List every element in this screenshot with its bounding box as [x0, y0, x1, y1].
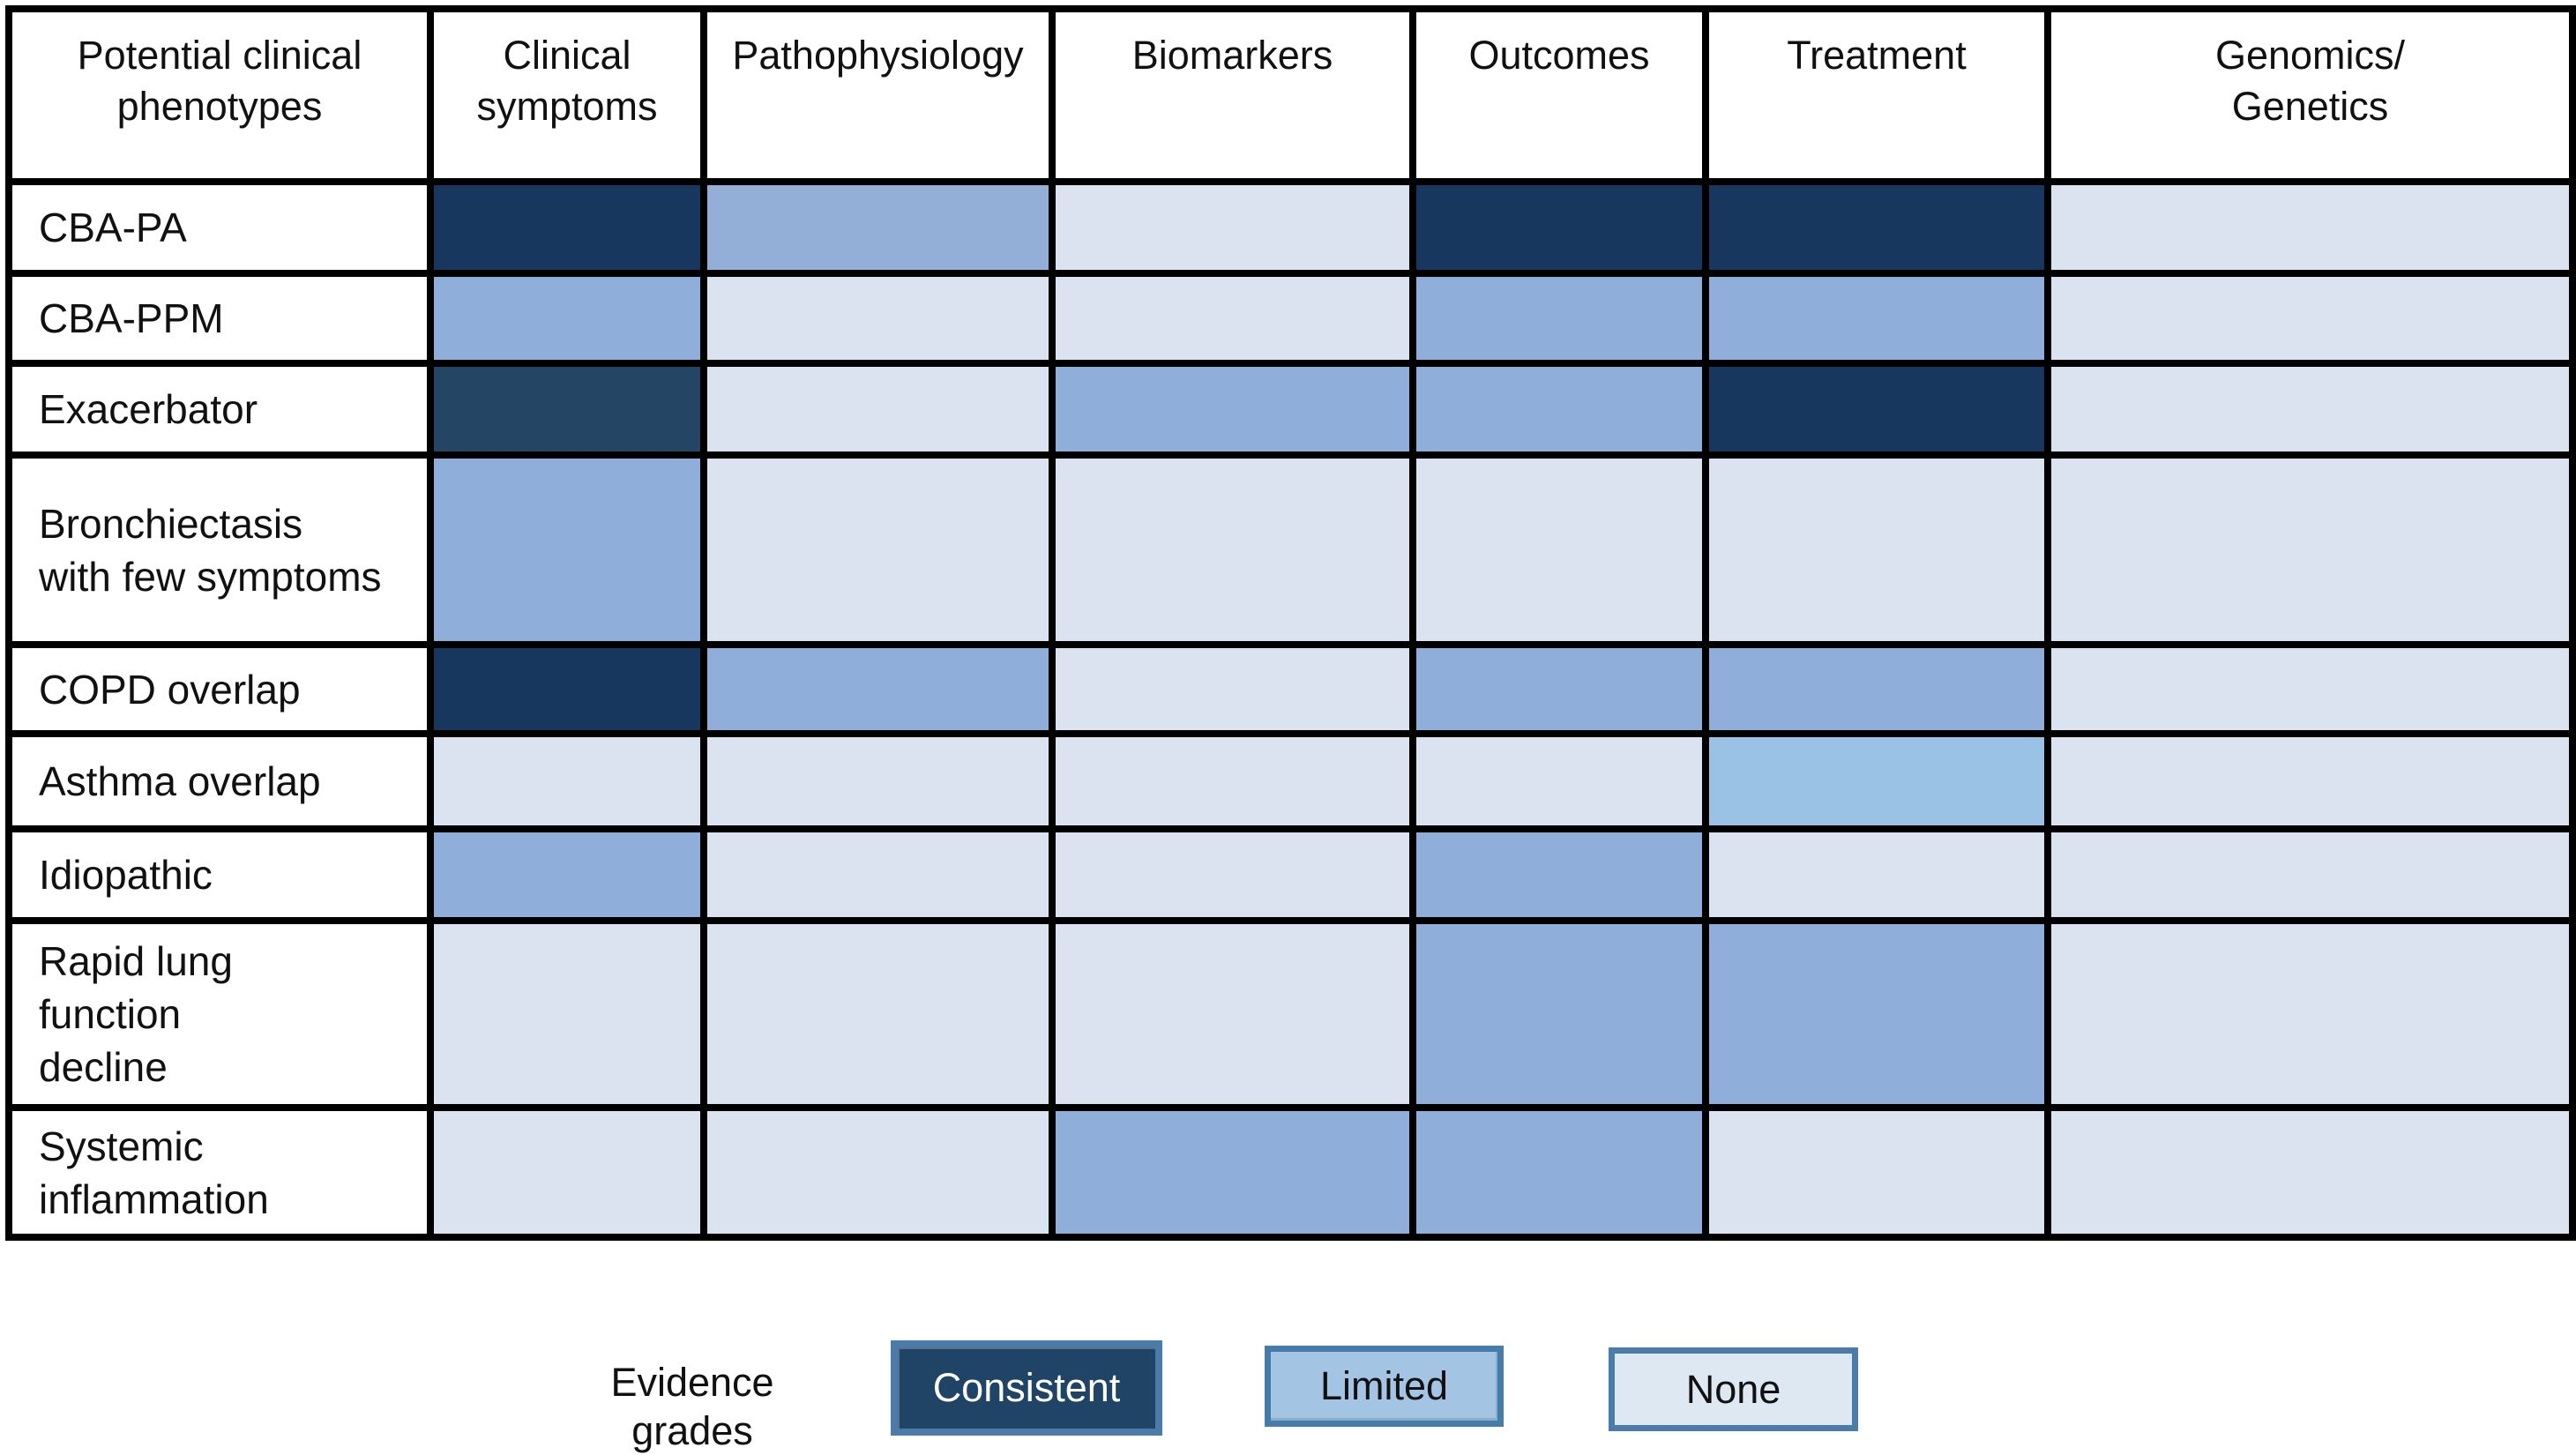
column-header-treatment: Treatment	[1702, 5, 2051, 185]
grid-cell-limited	[1702, 270, 2051, 367]
grid-cell-limited	[1409, 270, 1709, 367]
column-header-phenotypes: Potential clinical phenotypes	[5, 5, 434, 185]
evidence-grade-table: Potential clinical phenotypes Clinical s…	[5, 5, 2576, 1241]
grid-cell-limited	[1049, 360, 1416, 459]
grid-cell-limited	[1702, 641, 2051, 737]
row-label: CBA-PPM	[5, 270, 434, 367]
grid-cell-none	[2044, 360, 2576, 459]
legend-box-none-label: None	[1685, 1366, 1781, 1412]
grid-cell-none	[700, 917, 1056, 1111]
table-row: Systemic inflammation	[5, 1104, 2576, 1241]
grid-cell-none	[1049, 917, 1416, 1111]
grid-cell-consistent	[1702, 178, 2051, 277]
grid-cell-limited	[427, 270, 707, 367]
table-row: CBA-PA	[5, 178, 2576, 277]
grid-cell-consistent	[427, 641, 707, 737]
table-row: Asthma overlap	[5, 730, 2576, 832]
grid-body: CBA-PA CBA-PPM Exacerbator Bronchiectasis w…	[5, 178, 2576, 1241]
column-header-clinical-symptoms: Clinical symptoms	[427, 5, 707, 185]
legend-box-limited: Limited	[1265, 1346, 1504, 1427]
grid-cell-limited	[427, 825, 707, 924]
grid-cell-consistent	[1702, 360, 2051, 459]
grid-cell-limited	[1409, 641, 1709, 737]
grid-cell-none	[1049, 730, 1416, 832]
grid-cell-none	[2044, 641, 2576, 737]
legend-box-limited-label: Limited	[1319, 1363, 1449, 1408]
grid-cell-none	[1049, 451, 1416, 648]
table-row: Bronchiectasis with few symptoms	[5, 451, 2576, 648]
grid-cell-none	[1049, 270, 1416, 367]
grid-cell-none	[427, 1104, 707, 1241]
grid-cell-none	[1049, 641, 1416, 737]
grid-header: Potential clinical phenotypes Clinical s…	[5, 5, 2576, 185]
grid-cell-none	[1702, 825, 2051, 924]
column-header-biomarkers: Biomarkers	[1049, 5, 1416, 185]
row-label: COPD overlap	[5, 641, 434, 737]
grid-cell-none	[1702, 1104, 2051, 1241]
grid-cell-none	[700, 730, 1056, 832]
header-row: Potential clinical phenotypes Clinical s…	[5, 5, 2576, 185]
grid-cell-limited	[1049, 1104, 1416, 1241]
column-header-genomics: Genomics/ Genetics	[2044, 5, 2576, 185]
grid-cell-none	[1409, 730, 1709, 832]
grid-cell-none	[2044, 825, 2576, 924]
grid-cell-none	[700, 360, 1056, 459]
grid-cell-none	[1049, 825, 1416, 924]
grid-cell-limited	[700, 641, 1056, 737]
legend-box-consistent-label: Consistent	[932, 1365, 1121, 1410]
row-label: Rapid lung function decline	[5, 917, 434, 1111]
row-label: CBA-PA	[5, 178, 434, 277]
grid-cell-none	[2044, 451, 2576, 648]
grid-cell-limited	[1409, 917, 1709, 1111]
grid-cell-none	[700, 1104, 1056, 1241]
grid-cell-limited	[1702, 730, 2051, 832]
grid-cell-none	[2044, 917, 2576, 1111]
column-header-outcomes: Outcomes	[1409, 5, 1709, 185]
grid-cell-none	[1049, 178, 1416, 277]
grid-cell-limited	[1409, 360, 1709, 459]
table-row: Rapid lung function decline	[5, 917, 2576, 1111]
table-row: Exacerbator	[5, 360, 2576, 459]
grid-cell-consistent	[427, 360, 707, 459]
grid-cell-none	[700, 270, 1056, 367]
legend-title: Evidence grades	[610, 1360, 774, 1453]
grid-cell-limited	[427, 451, 707, 648]
grid-cell-limited	[1409, 1104, 1709, 1241]
grid-cell-none	[700, 825, 1056, 924]
grid-cell-none	[1409, 451, 1709, 648]
legend-box-none: None	[1609, 1347, 1858, 1431]
grid-cell-none	[427, 730, 707, 832]
row-label: Bronchiectasis with few symptoms	[5, 451, 434, 648]
grid-cell-none	[427, 917, 707, 1111]
grid-cell-none	[2044, 178, 2576, 277]
grid-cell-consistent	[427, 178, 707, 277]
row-label: Asthma overlap	[5, 730, 434, 832]
row-label: Idiopathic	[5, 825, 434, 924]
grid-cell-none	[2044, 270, 2576, 367]
grid-cell-none	[2044, 1104, 2576, 1241]
grid-cell-none	[1702, 451, 2051, 648]
grid-cell-limited	[1702, 917, 2051, 1111]
table-row: COPD overlap	[5, 641, 2576, 737]
column-header-pathophysiology: Pathophysiology	[700, 5, 1056, 185]
row-label: Systemic inflammation	[5, 1104, 434, 1241]
grid-cell-limited	[1409, 825, 1709, 924]
row-label: Exacerbator	[5, 360, 434, 459]
grid-cell-consistent	[1409, 178, 1709, 277]
grid-cell-none	[2044, 730, 2576, 832]
legend-box-consistent: Consistent	[891, 1340, 1162, 1436]
grid-cell-none	[700, 451, 1056, 648]
table-row: CBA-PPM	[5, 270, 2576, 367]
grid-cell-limited	[700, 178, 1056, 277]
table-row: Idiopathic	[5, 825, 2576, 924]
